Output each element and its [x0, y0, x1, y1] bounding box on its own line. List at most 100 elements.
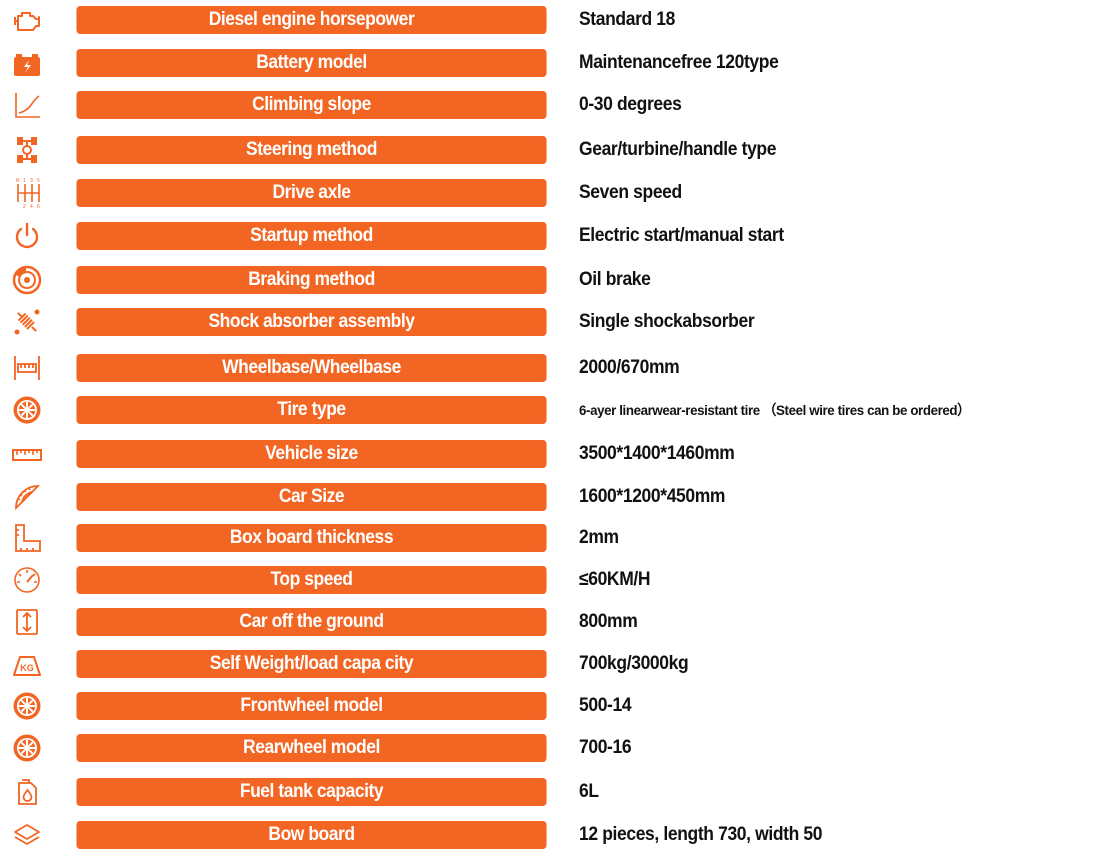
fuel-tank-icon — [10, 776, 44, 808]
svg-text:6: 6 — [37, 204, 40, 210]
spec-label: Climbing slope — [252, 94, 371, 115]
spec-row: Braking method Oil brake — [0, 263, 1100, 297]
spec-label-bar: Car Size — [76, 483, 547, 511]
spec-label-bar: Climbing slope — [76, 91, 547, 119]
svg-text:KG: KG — [20, 663, 34, 673]
spec-label: Car Size — [278, 486, 345, 507]
spec-value: 1600*1200*450mm — [579, 486, 726, 507]
spec-row: Startup method Electric start/manual star… — [0, 219, 1100, 253]
spec-label-bar: Rearwheel model — [76, 734, 547, 762]
spec-label: Frontwheel model — [240, 695, 383, 716]
spec-label-bar: Startup method — [76, 222, 547, 250]
ruler-icon — [10, 438, 44, 470]
spec-label: Fuel tank capacity — [239, 781, 384, 802]
battery-icon — [10, 47, 44, 79]
spec-row: Climbing slope 0-30 degrees — [0, 88, 1100, 122]
spec-label: Wheelbase/Wheelbase — [222, 357, 401, 378]
spec-value: 800mm — [579, 611, 638, 632]
spec-row: Car Size 1600*1200*450mm — [0, 480, 1100, 514]
spec-value: 2mm — [579, 527, 619, 548]
spec-row: Diesel engine horsepower Standard 18 — [0, 3, 1100, 37]
spec-label-bar: Steering method — [76, 136, 547, 164]
spec-row: Rearwheel model 700-16 — [0, 731, 1100, 765]
speedometer-icon — [10, 564, 44, 596]
spec-value: 2000/670mm — [579, 357, 680, 378]
spec-label-bar: Battery model — [76, 49, 547, 77]
spec-label: Top speed — [270, 569, 353, 590]
spec-row: Fuel tank capacity 6L — [0, 775, 1100, 809]
svg-text:5: 5 — [37, 178, 40, 184]
spec-value: Single shockabsorber — [579, 311, 755, 332]
spec-value: Standard 18 — [579, 9, 676, 30]
spec-label: Tire type — [277, 399, 346, 420]
tire-icon — [10, 394, 44, 426]
weight-icon: KG — [10, 648, 44, 680]
spec-value: 700kg/3000kg — [579, 653, 689, 674]
spec-label-bar: Fuel tank capacity — [76, 778, 547, 806]
spec-label-bar: Wheelbase/Wheelbase — [76, 354, 547, 382]
spec-label-bar: Shock absorber assembly — [76, 308, 547, 336]
spec-value: Seven speed — [579, 182, 682, 203]
svg-text:2: 2 — [23, 204, 26, 210]
spec-label: Steering method — [245, 139, 378, 160]
spec-label: Drive axle — [272, 182, 351, 203]
spec-value: ≤60KM/H — [579, 569, 651, 590]
spec-value: Maintenancefree 120type — [579, 52, 779, 73]
shock-absorber-icon — [10, 306, 44, 338]
spec-row: Frontwheel model 500-14 — [0, 689, 1100, 723]
spec-label-bar: Top speed — [76, 566, 547, 594]
brake-disc-icon — [10, 264, 44, 296]
spec-label: Bow board — [268, 824, 355, 845]
wheelbase-icon — [10, 352, 44, 384]
protractor-icon — [10, 481, 44, 513]
svg-text:R: R — [16, 178, 20, 184]
spec-label-bar: Braking method — [76, 266, 547, 294]
spec-value: 0-30 degrees — [579, 94, 682, 115]
steering-axle-icon — [10, 134, 44, 166]
spec-label: Vehicle size — [265, 443, 358, 464]
svg-text:3: 3 — [30, 178, 33, 184]
spec-value: Electric start/manual start — [579, 225, 784, 246]
spec-label: Battery model — [256, 52, 367, 73]
spec-label-bar: Tire type — [76, 396, 547, 424]
spec-label-bar: Frontwheel model — [76, 692, 547, 720]
height-icon — [10, 606, 44, 638]
spec-row: Top speed ≤60KM/H — [0, 563, 1100, 597]
engine-icon — [10, 4, 44, 36]
tire-icon — [10, 732, 44, 764]
spec-value: 3500*1400*1460mm — [579, 443, 735, 464]
spec-label: Shock absorber assembly — [208, 311, 415, 332]
spec-row: Box board thickness 2mm — [0, 521, 1100, 555]
spec-label-bar: Bow board — [76, 821, 547, 849]
svg-text:1: 1 — [23, 178, 26, 184]
spec-label: Self Weight/load capa city — [209, 653, 414, 674]
thickness-icon — [10, 522, 44, 554]
spec-value: Gear/turbine/handle type — [579, 139, 777, 160]
spec-row: Bow board 12 pieces, length 730, width 50 — [0, 818, 1100, 852]
spec-row: Tire type 6-ayer linearwear-resistant tir… — [0, 393, 1100, 427]
spec-label: Box board thickness — [229, 527, 394, 548]
spec-label: Car off the ground — [239, 611, 384, 632]
spec-label-bar: Self Weight/load capa city — [76, 650, 547, 678]
spec-value: 6L — [579, 781, 599, 802]
spec-label: Rearwheel model — [243, 737, 380, 758]
spec-row: Vehicle size 3500*1400*1460mm — [0, 437, 1100, 471]
spec-label: Braking method — [248, 269, 375, 290]
spec-label: Diesel engine horsepower — [208, 9, 415, 30]
spec-row: KG Self Weight/load capa city 700kg/3000kg — [0, 647, 1100, 681]
spec-label-bar: Diesel engine horsepower — [76, 6, 547, 34]
spec-label: Startup method — [250, 225, 373, 246]
spec-value: 700-16 — [579, 737, 632, 758]
spec-label-bar: Box board thickness — [76, 524, 547, 552]
spec-row: Shock absorber assembly Single shockabsor… — [0, 305, 1100, 339]
spec-label-bar: Drive axle — [76, 179, 547, 207]
slope-chart-icon — [10, 89, 44, 121]
spec-value: 12 pieces, length 730, width 50 — [579, 824, 823, 845]
svg-text:4: 4 — [30, 204, 33, 210]
spec-row: Wheelbase/Wheelbase 2000/670mm — [0, 351, 1100, 385]
spec-row: Steering method Gear/turbine/handle type — [0, 133, 1100, 167]
spec-value: 6-ayer linearwear-resistant tire （Steel … — [579, 402, 971, 418]
